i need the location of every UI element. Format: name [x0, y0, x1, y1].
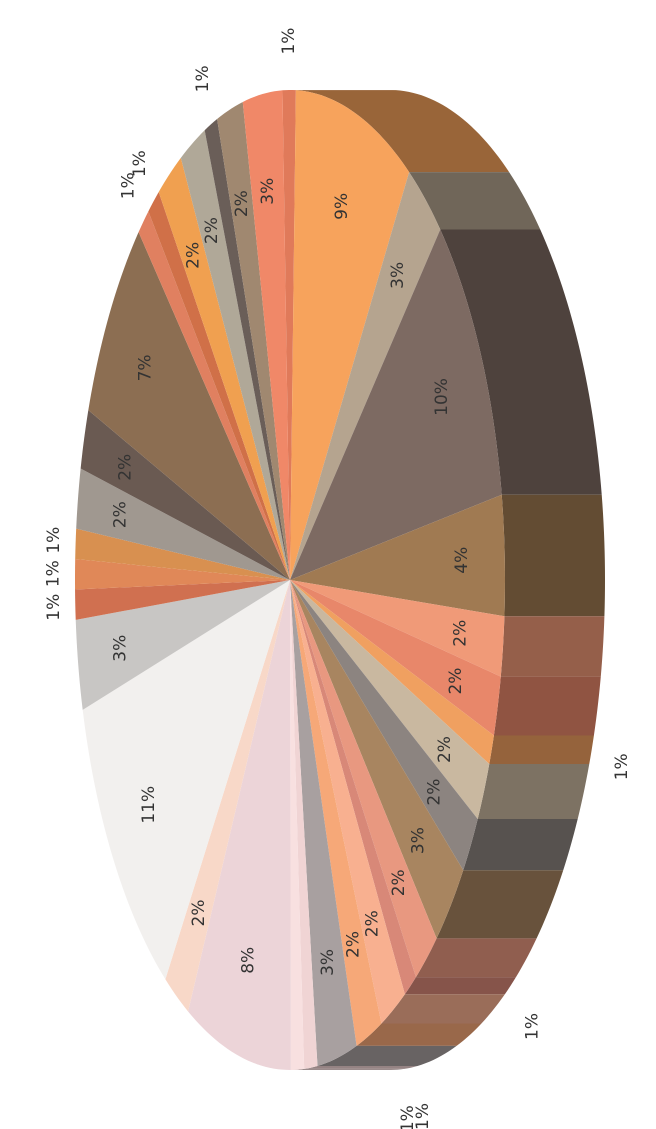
slice — [290, 172, 441, 580]
data-label: 2% — [202, 217, 222, 244]
slice-side — [290, 1068, 405, 1070]
data-label: 3% — [258, 178, 278, 205]
data-label: 9% — [332, 193, 352, 220]
data-label: 1% — [612, 753, 632, 780]
slice — [290, 580, 494, 765]
slice — [75, 559, 290, 590]
data-label: 3% — [408, 827, 428, 854]
slice-side — [381, 994, 505, 1024]
slice-side — [356, 1023, 482, 1046]
slice — [75, 580, 290, 620]
slice-side — [489, 735, 594, 765]
slice-side — [463, 818, 578, 871]
slice — [290, 580, 357, 1066]
slice — [290, 580, 464, 939]
data-label: 1% — [44, 527, 64, 554]
data-label: 3% — [318, 949, 338, 976]
slice-side — [436, 870, 564, 939]
slice — [290, 580, 490, 819]
data-label: 2% — [343, 931, 363, 958]
data-label: 2% — [184, 242, 204, 269]
data-label: 1% — [193, 65, 213, 92]
data-label: 2% — [435, 736, 455, 763]
data-label: 7% — [135, 354, 155, 381]
slice — [80, 410, 290, 580]
slice — [165, 580, 290, 1012]
slice — [204, 119, 290, 580]
slice — [290, 580, 305, 1070]
slice — [148, 192, 290, 581]
slice — [290, 580, 478, 871]
slice — [290, 494, 505, 617]
slice — [290, 229, 502, 580]
data-label: 4% — [452, 547, 472, 574]
slice-side — [304, 1065, 418, 1069]
slice — [290, 580, 501, 736]
slice — [188, 580, 291, 1070]
slice — [88, 232, 290, 581]
slice — [290, 580, 437, 978]
data-label: 1% — [119, 172, 139, 199]
data-label: 2% — [232, 190, 252, 217]
slice — [290, 580, 416, 995]
slice-side — [501, 494, 605, 617]
slice — [290, 580, 405, 1024]
slice-side — [415, 938, 537, 978]
data-label: 2% — [450, 620, 470, 647]
data-label: 1% — [523, 1013, 543, 1040]
slice — [290, 580, 318, 1069]
data-label: 2% — [446, 668, 466, 695]
data-label: 2% — [189, 899, 209, 926]
slice-side — [317, 1045, 457, 1066]
slice-side — [404, 977, 516, 995]
slice — [290, 90, 410, 581]
slice — [75, 580, 290, 710]
data-label: 1% — [44, 594, 64, 621]
data-label: 1% — [413, 1103, 433, 1129]
data-label: 2% — [363, 910, 383, 937]
slice-side — [440, 229, 602, 495]
slice-side — [493, 676, 601, 736]
data-label: 2% — [115, 454, 135, 481]
slice — [217, 101, 290, 581]
data-label: 2% — [110, 501, 130, 528]
data-label: 1% — [130, 150, 150, 177]
slice-side — [500, 616, 605, 677]
data-label: 1% — [279, 28, 299, 55]
slice — [180, 130, 290, 580]
slice-side — [477, 764, 590, 819]
data-label: 11% — [139, 786, 159, 824]
slice — [82, 580, 291, 980]
data-label: 1% — [398, 1105, 418, 1129]
data-label: 2% — [389, 869, 409, 896]
slice — [282, 90, 296, 580]
data-label: 8% — [238, 947, 258, 974]
slice — [290, 580, 382, 1046]
data-label: 3% — [111, 635, 131, 662]
slice — [138, 211, 290, 580]
slice — [242, 90, 290, 580]
slice-side — [295, 90, 510, 173]
slice-side — [409, 172, 541, 230]
slice — [76, 468, 290, 580]
data-label: 2% — [425, 779, 445, 806]
slice — [290, 580, 505, 677]
data-label: 1% — [44, 560, 64, 587]
data-label: 10% — [432, 378, 452, 416]
slice — [75, 528, 290, 580]
data-label: 3% — [388, 262, 408, 289]
slice — [158, 157, 290, 580]
